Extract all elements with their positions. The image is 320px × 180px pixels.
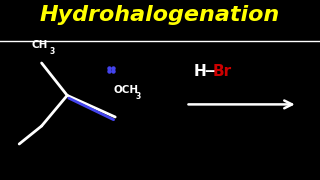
Text: Br: Br xyxy=(213,64,232,80)
Text: −: − xyxy=(203,64,216,80)
Text: CH: CH xyxy=(32,40,48,50)
Text: H: H xyxy=(194,64,206,80)
Text: Hydrohalogenation: Hydrohalogenation xyxy=(40,5,280,25)
Text: 3: 3 xyxy=(135,92,140,101)
Text: 3: 3 xyxy=(50,47,55,56)
Text: OCH: OCH xyxy=(114,85,139,95)
